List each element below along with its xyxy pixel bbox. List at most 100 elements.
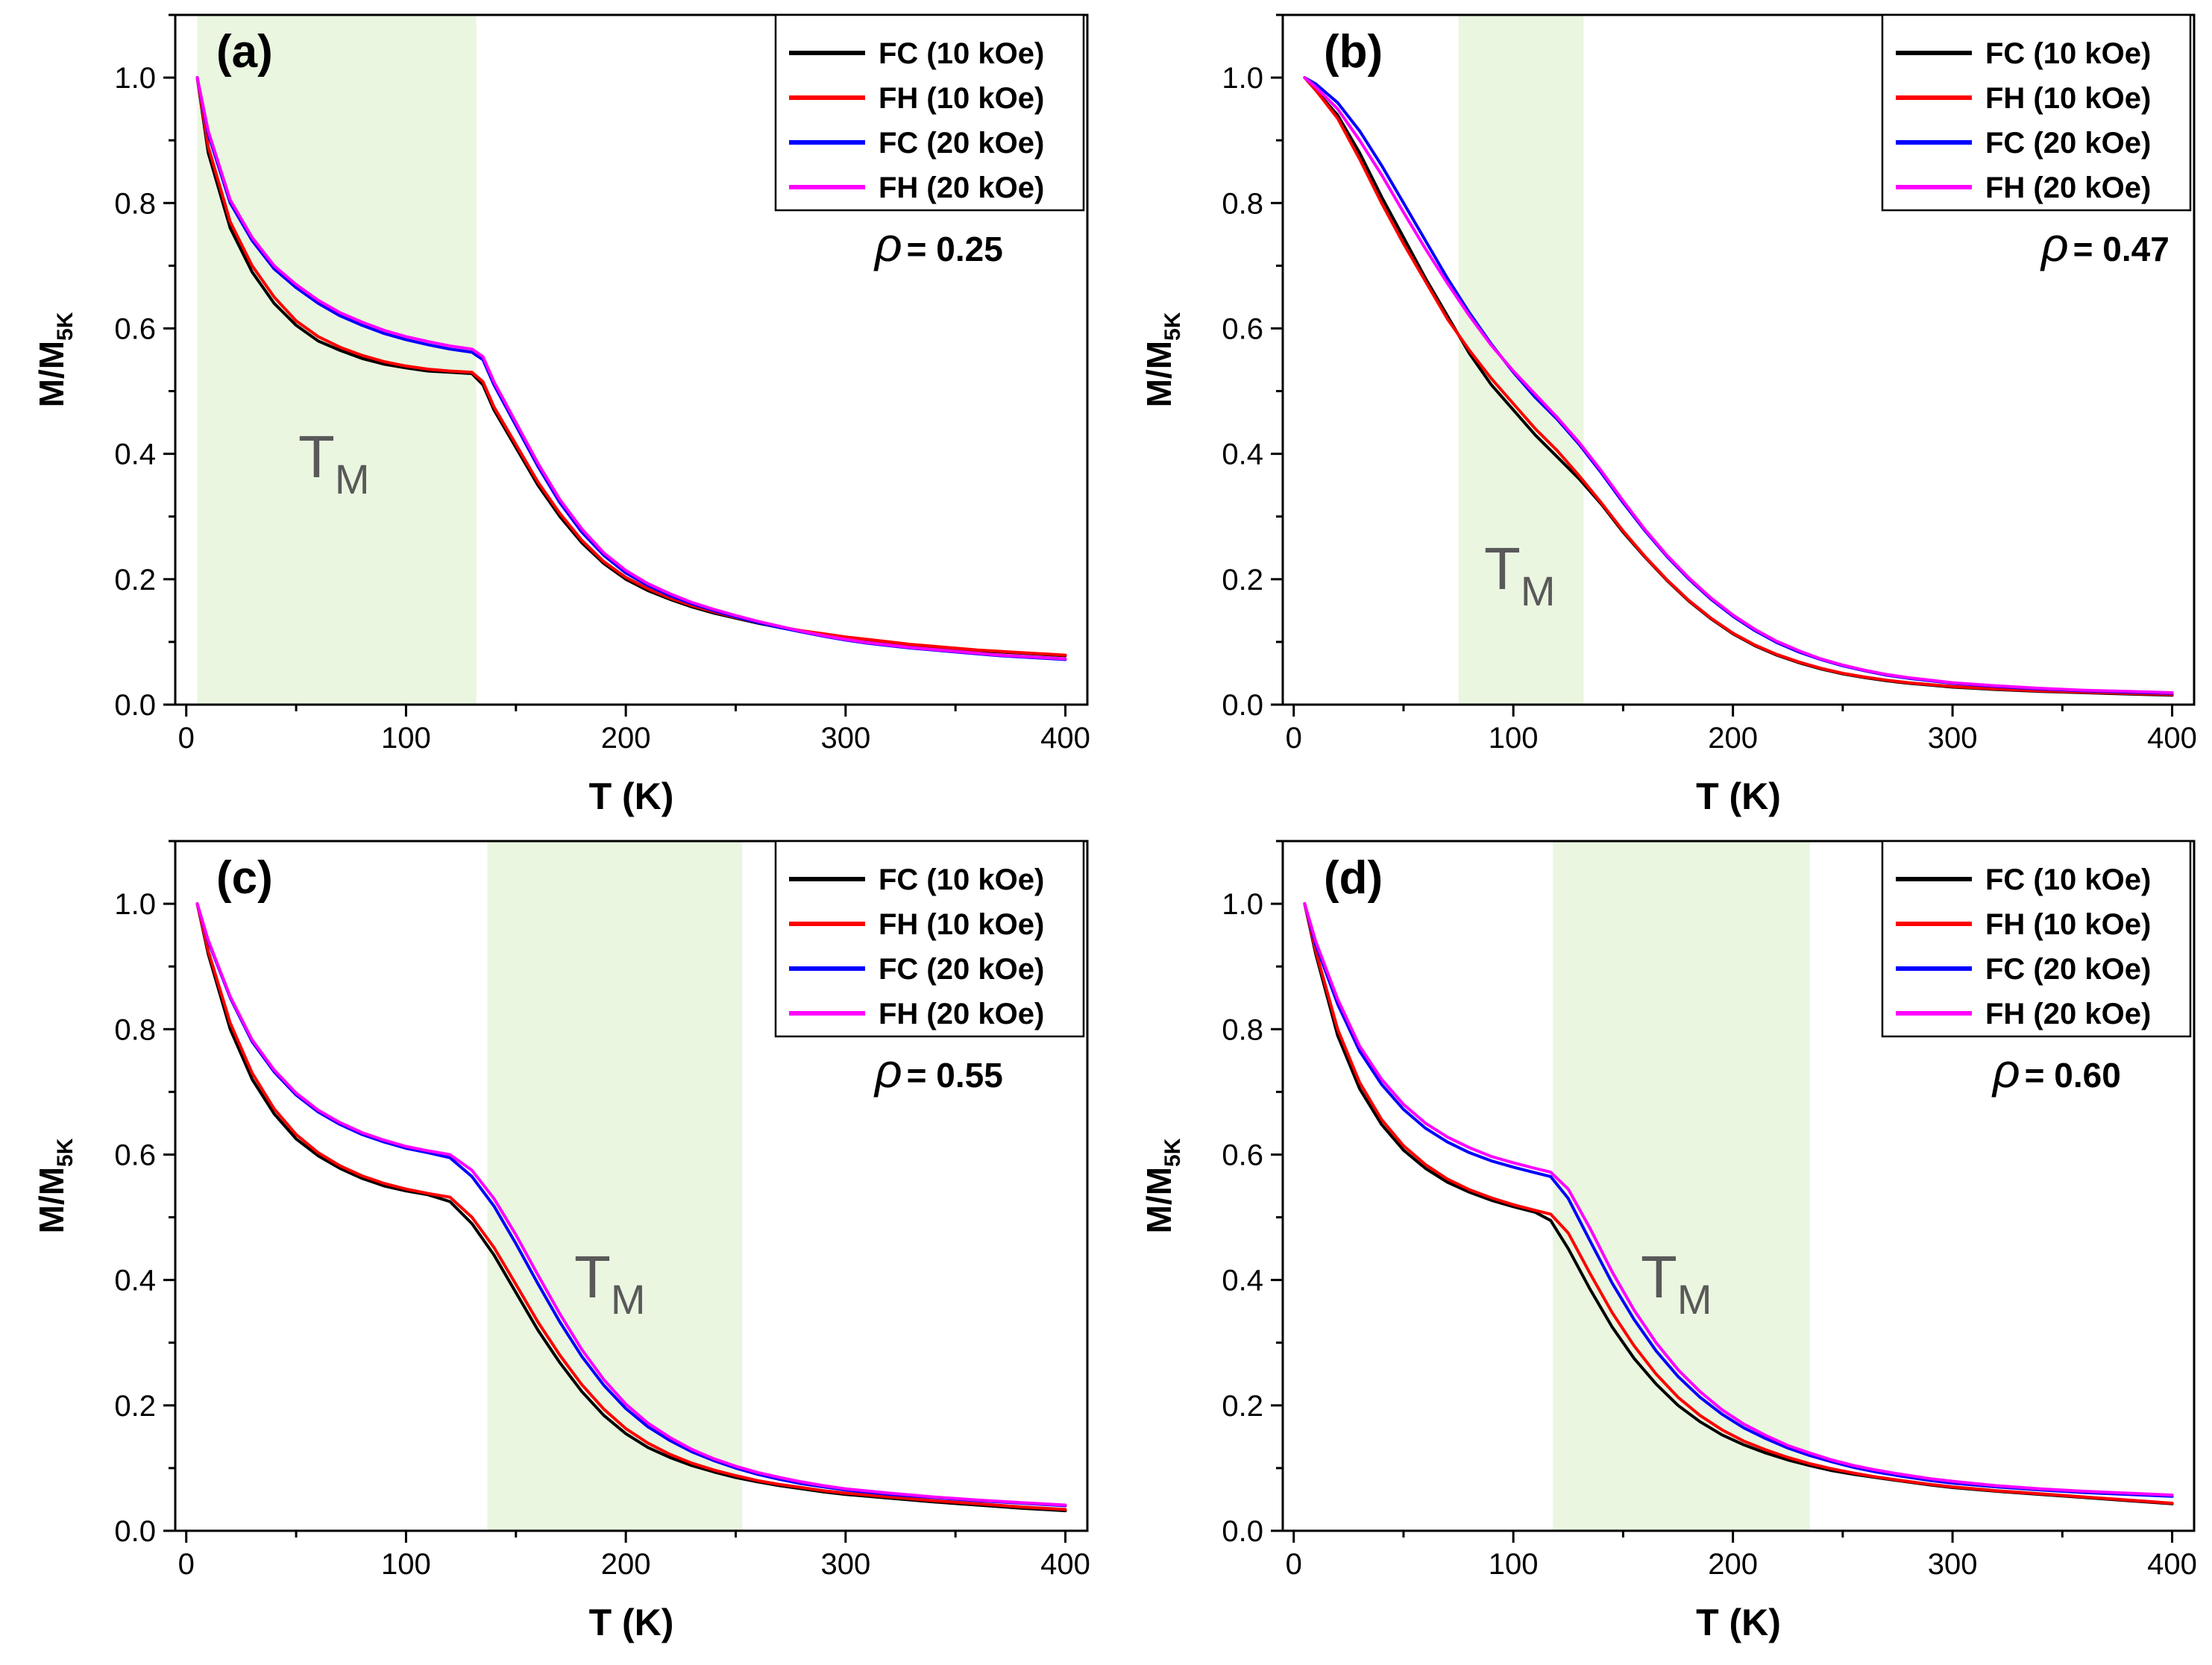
- x-tick-label: 400: [2147, 722, 2197, 755]
- rho-annotation: ρ = 0.25: [873, 218, 1003, 271]
- chart-panel-4: 0 100 200 300 400 0.0 0.2 0.4 0.6 0.8 1.0 T (K) M/M5…: [1140, 840, 2197, 1643]
- y-tick-label: 0.6: [1222, 1139, 1263, 1171]
- x-tick-label: 300: [1928, 722, 1978, 755]
- y-axis-title-subscript: 5K: [1160, 312, 1185, 341]
- y-tick-label: 1.0: [114, 62, 156, 95]
- series-line-fh-10-koe: [1303, 902, 2174, 1505]
- plot-frame: [174, 13, 1089, 706]
- x-axis-title: T (K): [589, 775, 674, 817]
- legend-label: FC (10 kOe): [879, 37, 1044, 70]
- legend-label: FH (10 kOe): [1985, 908, 2151, 941]
- y-axis-title-subscript: 5K: [53, 312, 78, 341]
- y-axis-title: M/M5K: [32, 1138, 78, 1233]
- legend-label: FH (20 kOe): [1985, 171, 2151, 204]
- tm-main: T: [574, 1244, 611, 1310]
- rho-symbol: ρ: [873, 218, 902, 271]
- tm-annotation: TM: [1641, 1244, 1712, 1323]
- x-tick-label: 0: [1286, 722, 1302, 755]
- panel-label: (d): [1324, 852, 1383, 904]
- legend-label: FC (20 kOe): [879, 953, 1044, 986]
- tm-annotation: TM: [298, 424, 370, 503]
- y-axis-title: M/M5K: [1140, 312, 1185, 407]
- y-tick-label: 0.2: [1222, 1390, 1263, 1423]
- y-tick-label: 0.4: [114, 438, 156, 471]
- tm-shaded-region: [1458, 15, 1584, 705]
- x-tick-label: 100: [1489, 1548, 1539, 1581]
- chart-panel-2: 0 100 200 300 400 0.0 0.2 0.4 0.6 0.8 1.0 T (K) M/M5…: [1140, 13, 2197, 817]
- panel-label: (b): [1324, 26, 1383, 78]
- y-axis-title: M/M5K: [1140, 1138, 1185, 1233]
- chart-panel-3: 0 100 200 300 400 0.0 0.2 0.4 0.6 0.8 1.0 T (K) M/M5…: [32, 840, 1090, 1643]
- legend-label: FC (20 kOe): [1985, 953, 2151, 986]
- x-tick-label: 300: [820, 722, 870, 755]
- legend-label: FH (10 kOe): [1985, 82, 2151, 115]
- series-line-fc-20-koe: [1303, 902, 2174, 1498]
- y-tick-label: 0.2: [114, 1390, 156, 1423]
- tm-shaded-region: [487, 841, 743, 1531]
- y-tick-label: 0.6: [1222, 312, 1263, 345]
- y-tick-label: 1.0: [1222, 888, 1263, 921]
- legend-box: [1881, 840, 2192, 1038]
- legend-label: FC (10 kOe): [1985, 863, 2151, 896]
- tm-shaded-region: [1553, 841, 1810, 1531]
- rho-value: = 0.25: [907, 230, 1003, 268]
- legend-label: FH (10 kOe): [879, 908, 1044, 941]
- chart-panel-1: 0 100 200 300 400 0.0 0.2 0.4 0.6 0.8 1.0 T (K) M/M5…: [32, 13, 1090, 817]
- y-axis-title-subscript: 5K: [1160, 1138, 1185, 1167]
- y-tick-label: 0.0: [1222, 689, 1263, 722]
- legend-label: FC (20 kOe): [1985, 127, 2151, 160]
- legend-box: [1881, 13, 2192, 212]
- y-axis-title-main: M/M: [32, 341, 71, 407]
- series-line-fh-10-koe: [195, 902, 1067, 1511]
- legend-label: FH (20 kOe): [1985, 998, 2151, 1030]
- tm-annotation: TM: [1484, 535, 1556, 614]
- x-tick-label: 400: [2147, 1548, 2197, 1581]
- tm-annotation: TM: [574, 1244, 646, 1323]
- series-line-fh-20-koe: [195, 902, 1067, 1507]
- legend-label: FC (10 kOe): [1985, 37, 2151, 70]
- legend-label: FC (20 kOe): [879, 127, 1044, 160]
- rho-value: = 0.60: [2025, 1056, 2121, 1095]
- y-tick-label: 0.0: [114, 1515, 156, 1548]
- tm-main: T: [1641, 1244, 1677, 1310]
- y-axis-title-main: M/M: [32, 1167, 71, 1233]
- x-axis-title: T (K): [1696, 1602, 1781, 1643]
- rho-value: = 0.55: [907, 1056, 1003, 1095]
- series-line-fh-10-koe: [1303, 76, 2174, 696]
- x-tick-label: 0: [178, 722, 195, 755]
- legend-label: FC (10 kOe): [879, 863, 1044, 896]
- x-tick-label: 300: [1928, 1548, 1978, 1581]
- tm-subscript: M: [1521, 567, 1556, 614]
- series-line-fh-20-koe: [195, 76, 1067, 661]
- y-tick-label: 0.8: [1222, 187, 1263, 220]
- tm-subscript: M: [335, 456, 370, 503]
- tm-main: T: [1484, 535, 1521, 602]
- legend-label: FH (20 kOe): [879, 998, 1044, 1030]
- rho-value: = 0.47: [2073, 230, 2169, 268]
- legend-label: FH (20 kOe): [879, 171, 1044, 204]
- x-tick-label: 0: [178, 1548, 195, 1581]
- y-axis-title: M/M5K: [32, 312, 78, 407]
- y-tick-label: 0.4: [114, 1265, 156, 1297]
- rho-annotation: ρ = 0.60: [1991, 1044, 2121, 1098]
- series-line-fh-20-koe: [1303, 76, 2174, 694]
- x-tick-label: 200: [1708, 722, 1758, 755]
- series-line-fh-10-koe: [195, 76, 1067, 657]
- rho-symbol: ρ: [2040, 218, 2069, 271]
- y-tick-label: 0.8: [114, 187, 156, 220]
- legend-label: FH (10 kOe): [879, 82, 1044, 115]
- rho-annotation: ρ = 0.55: [873, 1044, 1003, 1098]
- x-axis-title: T (K): [589, 1602, 674, 1643]
- y-axis-title-main: M/M: [1140, 1167, 1178, 1233]
- y-tick-label: 1.0: [114, 888, 156, 921]
- plot-frame: [1281, 840, 2196, 1532]
- plot-frame: [174, 840, 1089, 1532]
- tm-shaded-region: [197, 15, 477, 705]
- y-tick-label: 0.0: [1222, 1515, 1263, 1548]
- x-tick-label: 100: [381, 1548, 431, 1581]
- y-tick-label: 1.0: [1222, 62, 1263, 95]
- legend-box: [774, 13, 1085, 212]
- x-tick-label: 100: [381, 722, 431, 755]
- x-tick-label: 400: [1040, 722, 1090, 755]
